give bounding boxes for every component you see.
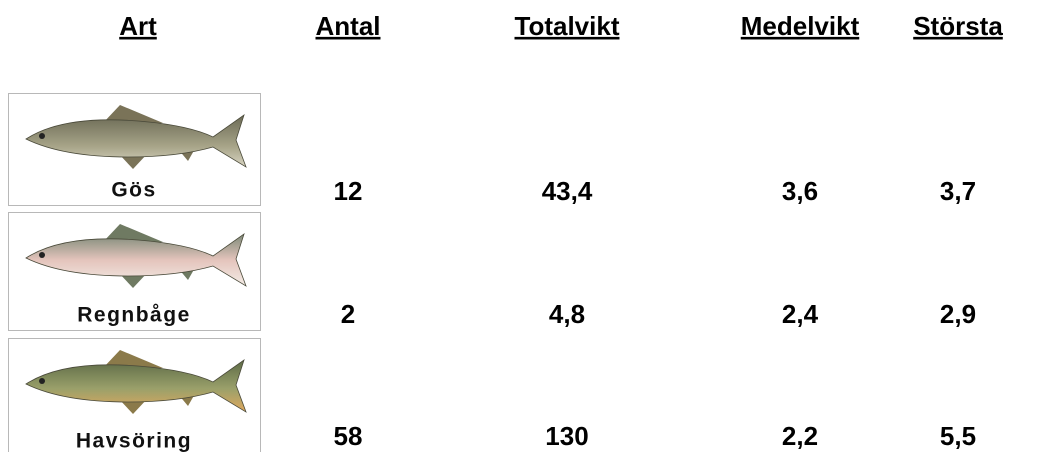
fish-image: Havsöring [9,339,261,452]
cell-value: 130 [545,421,588,451]
cell-value: 5,5 [940,421,976,451]
column-header: Art [119,11,157,41]
column-header: Totalvikt [515,11,620,41]
fish-eye [39,133,45,139]
column-header: Största [913,11,1003,41]
cell-value: 2,4 [782,299,819,329]
column-header: Antal [316,11,381,41]
column-header: Medelvikt [741,11,860,41]
cell-value: 3,6 [782,176,818,206]
cell-value: 58 [334,421,363,451]
fish-image: Regnbåge [9,213,261,331]
fish-eye [39,378,45,384]
cell-value: 12 [334,176,363,206]
species-label: Havsöring [76,430,192,452]
fish-table: Art Antal Totalvikt Medelvikt Största Gös 12 43… [0,0,1038,452]
species-label: Gös [111,179,156,202]
fish-eye [39,252,45,258]
cell-value: 43,4 [542,176,593,206]
fish-image: Gös [9,94,261,206]
cell-value: 2 [341,299,355,329]
cell-value: 2,2 [782,421,818,451]
cell-value: 4,8 [549,299,585,329]
species-label: Regnbåge [77,304,191,327]
cell-value: 3,7 [940,176,976,206]
cell-value: 2,9 [940,299,976,329]
